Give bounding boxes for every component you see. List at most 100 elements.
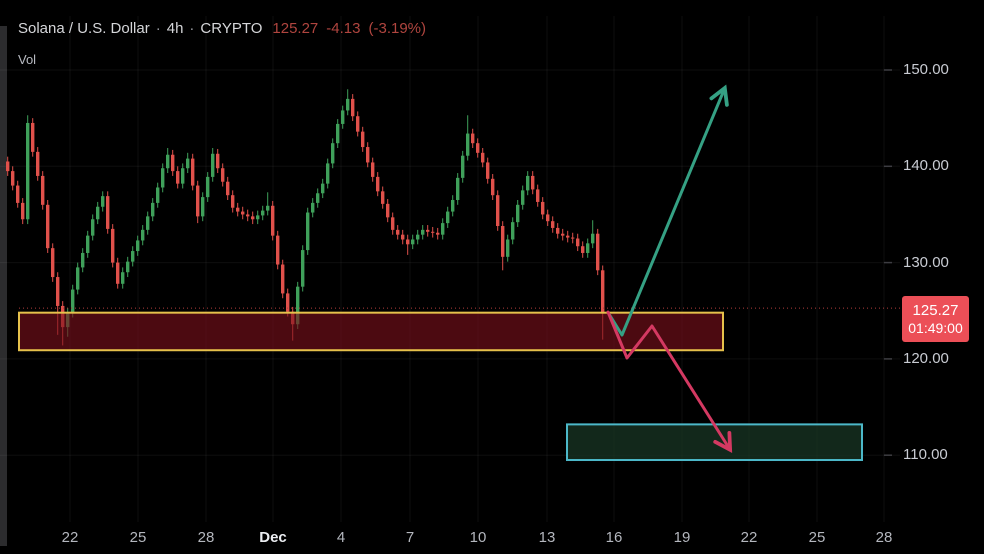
price-change-text: -4.13 (326, 20, 361, 37)
candle-body (551, 221, 555, 228)
candle-body (246, 214, 250, 217)
candle-body (281, 264, 285, 294)
candle-body (336, 123, 340, 144)
candle-body (236, 207, 240, 212)
candle-body (591, 233, 595, 244)
time-axis-label: 13 (538, 529, 556, 546)
candle-body (351, 98, 355, 117)
candle-body (311, 202, 315, 213)
candle-body (221, 168, 225, 182)
left-edge-strip (0, 26, 7, 546)
candle-body (96, 206, 100, 220)
candle-body (566, 235, 570, 238)
candle-body (26, 122, 30, 220)
candle-body (106, 196, 110, 229)
badge-countdown-text: 01:49:00 (908, 319, 963, 336)
candlesticks (6, 89, 605, 346)
candle-body (421, 229, 425, 235)
candle-body (506, 239, 510, 257)
candle-body (521, 190, 525, 205)
time-axis-label: 25 (808, 529, 826, 546)
separator-dot: · (155, 20, 161, 37)
candle-body (326, 163, 330, 184)
candle-body (476, 143, 480, 153)
candle-body (536, 189, 540, 202)
candle-body (596, 233, 600, 271)
candle-body (126, 261, 130, 273)
candle-body (456, 177, 460, 201)
last-price-countdown-badge: 125.27 01:49:00 (902, 296, 969, 343)
time-axis-label: 28 (875, 529, 893, 546)
candle-body (141, 229, 145, 241)
time-axis-label: 16 (605, 529, 623, 546)
candle-body (56, 277, 60, 306)
candle-body (416, 234, 420, 240)
candle-body (316, 193, 320, 203)
candle-body (301, 250, 305, 287)
time-axis-label: 28 (197, 529, 215, 546)
candle-body (516, 204, 520, 223)
candle-body (266, 205, 270, 211)
candle-body (371, 162, 375, 177)
candle-body (601, 270, 605, 314)
candle-body (391, 217, 395, 230)
candle-body (211, 153, 215, 177)
candle-body (396, 229, 400, 235)
bullish-projection-arrow (607, 84, 729, 337)
candle-body (431, 231, 435, 233)
candle-body (161, 168, 165, 188)
candle-body (201, 197, 205, 217)
candle-body (276, 235, 280, 265)
candle-body (331, 143, 335, 164)
candle-body (531, 175, 535, 190)
candle-body (196, 185, 200, 217)
candle-body (356, 116, 360, 132)
candle-body (6, 161, 10, 172)
candle-body (176, 171, 180, 184)
candle-body (466, 133, 470, 156)
last-price-text: 125.27 (272, 20, 319, 37)
candle-body (121, 272, 125, 284)
candle-body (231, 195, 235, 208)
volume-indicator-label[interactable]: Vol (18, 52, 37, 67)
candle-body (581, 246, 585, 253)
candle-body (146, 216, 150, 230)
time-axis-label: 4 (336, 529, 346, 546)
candle-body (366, 147, 370, 163)
candle-body (206, 176, 210, 198)
time-axis-label: 10 (469, 529, 487, 546)
candle-body (251, 216, 255, 220)
price-axis-label: 140.00 (903, 157, 949, 175)
candle-body (496, 195, 500, 227)
separator-dot: · (189, 20, 195, 37)
candle-body (71, 289, 75, 313)
candle-body (306, 212, 310, 251)
candle-body (31, 122, 35, 152)
time-axis-label: 22 (740, 529, 758, 546)
candle-body (401, 234, 405, 240)
candle-body (426, 229, 430, 232)
candle-body (576, 238, 580, 247)
symbol-header[interactable]: Solana / U.S. Dollar · 4h · CRYPTO 125.27 -4.1… (18, 20, 434, 37)
demand-target-zone (566, 423, 863, 462)
candle-body (481, 152, 485, 163)
candle-body (116, 262, 120, 284)
candle-body (546, 214, 550, 222)
price-change-percent-text: (-3.19%) (368, 20, 427, 37)
bearish-projection-arrow (606, 310, 733, 453)
price-axis-label: 150.00 (903, 61, 949, 78)
candle-body (296, 286, 300, 325)
candle-body (261, 210, 265, 216)
candle-body (571, 237, 575, 239)
interval-label[interactable]: 4h (166, 20, 184, 37)
symbol-title[interactable]: Solana / U.S. Dollar (18, 20, 150, 37)
candle-body (16, 185, 20, 203)
candle-body (21, 202, 25, 220)
candle-body (526, 175, 530, 191)
candle-body (501, 226, 505, 257)
candle-body (191, 158, 195, 186)
time-axis-label: 22 (61, 529, 79, 546)
candle-body (471, 133, 475, 144)
time-axis-label: 7 (405, 529, 415, 546)
